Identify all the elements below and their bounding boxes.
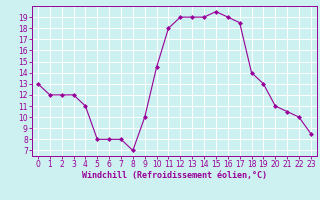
X-axis label: Windchill (Refroidissement éolien,°C): Windchill (Refroidissement éolien,°C) — [82, 171, 267, 180]
